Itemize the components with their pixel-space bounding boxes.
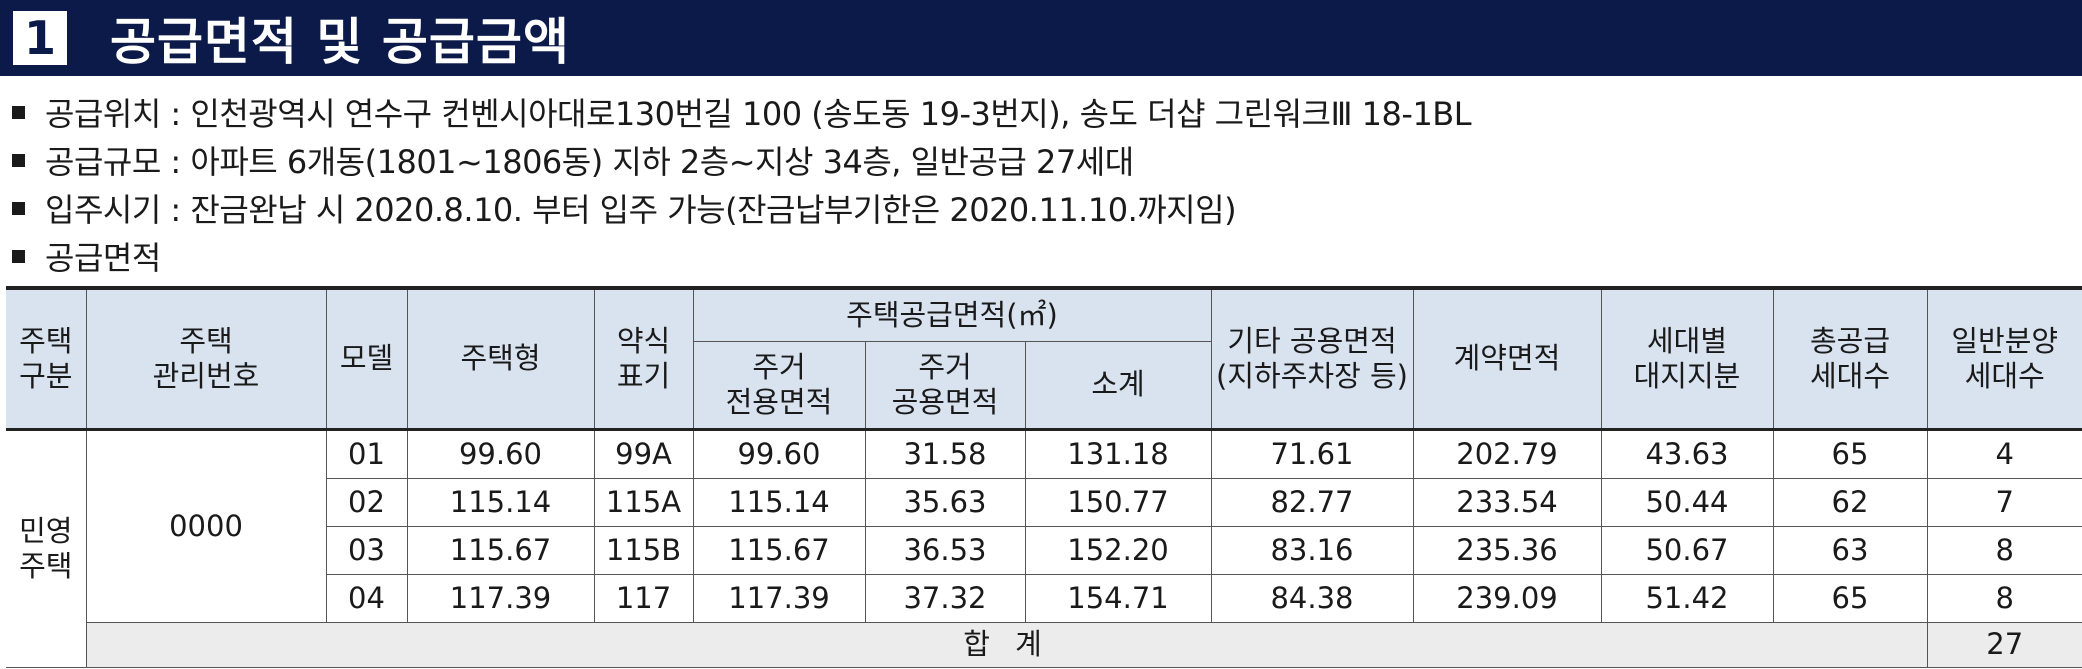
square-bullet-icon <box>12 153 25 167</box>
th-model: 모델 <box>325 286 408 431</box>
cell-total: 62 <box>1772 477 1928 527</box>
cell-model: 02 <box>325 477 408 527</box>
cell-other: 84.38 <box>1210 573 1414 623</box>
square-bullet-icon <box>12 201 25 215</box>
cell-category: 민영 주택 <box>6 428 87 668</box>
cell-abbr: 117 <box>593 573 694 623</box>
cell-contract: 239.09 <box>1412 573 1602 623</box>
section-title: 공급면적 및 공급금액 <box>110 13 570 71</box>
cell-general: 7 <box>1926 477 2082 527</box>
cell-model: 03 <box>325 525 408 575</box>
cell-exclusive: 99.60 <box>692 428 866 479</box>
th-total-units: 총공급 세대수 <box>1772 286 1928 431</box>
cell-common: 31.58 <box>864 428 1026 479</box>
cell-common: 35.63 <box>864 477 1026 527</box>
cell-model: 01 <box>325 428 408 479</box>
square-bullet-icon <box>12 249 25 263</box>
th-house-category: 주택 구분 <box>6 286 87 431</box>
cell-land: 51.42 <box>1600 573 1774 623</box>
cell-house-type: 99.60 <box>406 428 595 479</box>
th-land-share: 세대별 대지지분 <box>1600 286 1774 431</box>
cell-land: 50.67 <box>1600 525 1774 575</box>
th-contract-area: 계약면적 <box>1412 286 1602 431</box>
cell-exclusive: 115.67 <box>692 525 866 575</box>
cell-exclusive: 117.39 <box>692 573 866 623</box>
th-general-units: 일반분양 세대수 <box>1926 286 2082 431</box>
total-general-units: 27 <box>1926 621 2082 668</box>
table-row: 민영 주택 0000 01 99.60 99A 99.60 31.58 131.… <box>6 428 2082 668</box>
cell-model: 04 <box>325 573 408 623</box>
cell-subtotal: 154.71 <box>1024 573 1212 623</box>
supply-area-table: 주택 구분 주택 관리번호 모델 주택형 약식 표기 주택공급면적(㎡) 기타 … <box>6 286 2082 668</box>
cell-exclusive: 115.14 <box>692 477 866 527</box>
section-header: 1 공급면적 및 공급금액 <box>0 0 2082 76</box>
cell-other: 71.61 <box>1210 428 1414 479</box>
th-common-area: 주거 공용면적 <box>864 340 1026 431</box>
bullet-move-in: 입주시기 : 잔금완납 시 2020.8.10. 부터 입주 가능(잔금납부기한… <box>12 184 1471 232</box>
table-row: 03 115.67 115B 115.67 36.53 152.20 83.16… <box>6 525 2082 575</box>
info-bullets: 공급위치 : 인천광역시 연수구 컨벤시아대로130번길 100 (송도동 19… <box>12 88 1472 280</box>
bullet-location: 공급위치 : 인천광역시 연수구 컨벤시아대로130번길 100 (송도동 19… <box>12 88 1472 136</box>
cell-abbr: 115B <box>593 525 694 575</box>
cell-general: 8 <box>1926 525 2082 575</box>
cell-house-type: 117.39 <box>406 573 595 623</box>
th-exclusive-area: 주거 전용면적 <box>692 340 866 431</box>
cell-other: 82.77 <box>1210 477 1414 527</box>
cell-house-type: 115.14 <box>406 477 595 527</box>
section-number-badge: 1 <box>10 8 70 68</box>
cell-subtotal: 152.20 <box>1024 525 1212 575</box>
th-supply-area-group: 주택공급면적(㎡) <box>692 286 1212 342</box>
th-house-type: 주택형 <box>406 286 595 431</box>
th-house-mgmt-no: 주택 관리번호 <box>85 286 327 431</box>
th-abbr: 약식 표기 <box>593 286 694 431</box>
cell-general: 4 <box>1926 428 2082 479</box>
cell-contract: 202.79 <box>1412 428 1602 479</box>
cell-common: 36.53 <box>864 525 1026 575</box>
total-row: 합 계 27 <box>6 621 2082 668</box>
th-subtotal: 소계 <box>1024 340 1212 431</box>
cell-contract: 233.54 <box>1412 477 1602 527</box>
bullet-supply-area: 공급면적 <box>12 232 1471 280</box>
table-row: 04 117.39 117 117.39 37.32 154.71 84.38 … <box>6 573 2082 623</box>
cell-total: 63 <box>1772 525 1928 575</box>
supply-area-table-wrapper: 주택 구분 주택 관리번호 모델 주택형 약식 표기 주택공급면적(㎡) 기타 … <box>6 286 2082 668</box>
bullet-scale: 공급규모 : 아파트 6개동(1801~1806동) 지하 2층~지상 34층,… <box>12 136 1471 184</box>
cell-subtotal: 131.18 <box>1024 428 1212 479</box>
cell-mgmt-no: 0000 <box>85 428 327 623</box>
square-bullet-icon <box>12 105 25 119</box>
th-other-common-area: 기타 공용면적 (지하주차장 등) <box>1210 286 1414 431</box>
cell-total: 65 <box>1772 428 1928 479</box>
cell-land: 50.44 <box>1600 477 1774 527</box>
cell-general: 8 <box>1926 573 2082 623</box>
cell-abbr: 115A <box>593 477 694 527</box>
cell-total: 65 <box>1772 573 1928 623</box>
cell-abbr: 99A <box>593 428 694 479</box>
cell-common: 37.32 <box>864 573 1026 623</box>
cell-subtotal: 150.77 <box>1024 477 1212 527</box>
cell-land: 43.63 <box>1600 428 1774 479</box>
cell-contract: 235.36 <box>1412 525 1602 575</box>
cell-other: 83.16 <box>1210 525 1414 575</box>
cell-house-type: 115.67 <box>406 525 595 575</box>
total-label: 합 계 <box>85 621 1928 668</box>
